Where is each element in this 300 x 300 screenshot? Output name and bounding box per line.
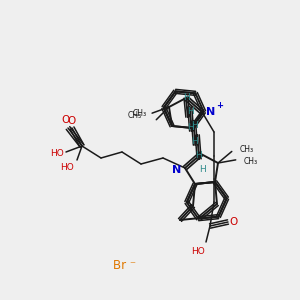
Text: HO: HO [50, 149, 64, 158]
Text: H: H [199, 164, 206, 173]
Text: H: H [191, 136, 198, 146]
Text: H: H [191, 121, 198, 130]
Text: CH₃: CH₃ [128, 111, 142, 120]
Text: O: O [67, 116, 75, 126]
Text: CH₃: CH₃ [240, 145, 254, 154]
Text: H: H [195, 151, 202, 160]
Text: O: O [62, 115, 70, 125]
Text: Br ⁻: Br ⁻ [113, 259, 136, 272]
Text: H: H [188, 122, 194, 131]
Text: H: H [187, 106, 194, 116]
Text: CH₃: CH₃ [244, 158, 258, 166]
Text: CH₃: CH₃ [132, 109, 146, 118]
Text: HO: HO [60, 164, 74, 172]
Text: H: H [183, 92, 190, 101]
Text: O: O [230, 217, 238, 227]
Text: N: N [206, 107, 216, 117]
Text: N: N [172, 165, 182, 175]
Text: +: + [217, 101, 224, 110]
Text: HO: HO [191, 247, 205, 256]
